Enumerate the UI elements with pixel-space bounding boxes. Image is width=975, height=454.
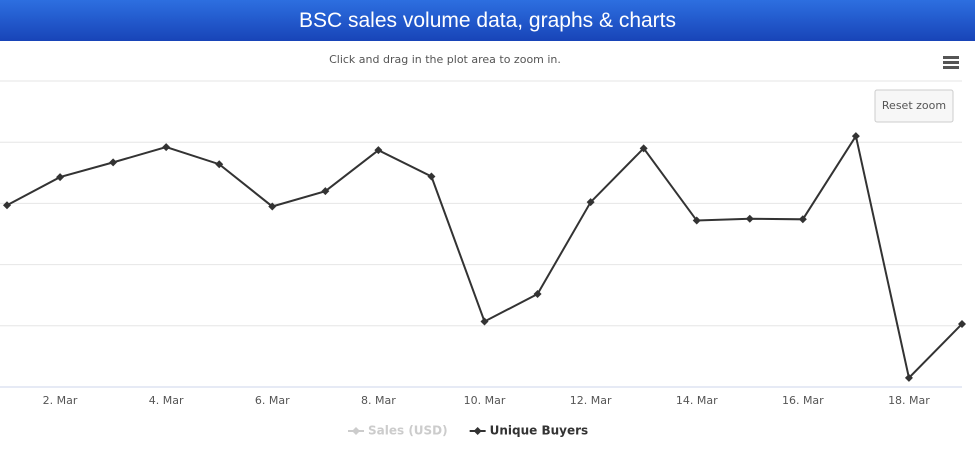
series-line	[6, 133, 963, 380]
chart-subtitle: Click and drag in the plot area to zoom …	[329, 53, 561, 66]
data-point	[639, 144, 648, 153]
menu-button[interactable]	[943, 56, 959, 69]
data-point	[3, 201, 11, 210]
legend-item[interactable]: Unique Buyers	[490, 424, 589, 438]
data-point	[374, 146, 383, 155]
reset-zoom-button[interactable]	[874, 89, 954, 123]
data-point	[904, 373, 913, 382]
x-tick-label: 10. Mar	[464, 394, 506, 407]
data-point	[958, 319, 966, 328]
legend-symbol	[352, 427, 360, 435]
reset-zoom-label: Reset zoom	[882, 99, 946, 112]
menu-bar	[943, 56, 959, 59]
menu-bar	[943, 61, 959, 64]
x-tick-label: 12. Mar	[570, 394, 612, 407]
data-point	[586, 198, 595, 207]
data-point	[109, 158, 118, 167]
data-point	[745, 214, 754, 223]
data-point	[692, 216, 701, 225]
x-tick-label: 4. Mar	[149, 394, 184, 407]
data-point	[533, 289, 542, 298]
data-point	[56, 173, 65, 182]
data-point	[162, 143, 171, 152]
x-tick-label: 16. Mar	[782, 394, 824, 407]
data-point	[427, 172, 436, 181]
x-tick-label: 8. Mar	[361, 394, 396, 407]
menu-bar	[943, 66, 959, 69]
x-tick-label: 14. Mar	[676, 394, 718, 407]
legend-symbol	[473, 427, 482, 435]
chart: Click and drag in the plot area to zoom …	[0, 53, 966, 438]
data-point	[215, 160, 224, 169]
page-title: BSC sales volume data, graphs & charts	[0, 0, 975, 41]
legend-item[interactable]: Sales (USD)	[368, 424, 448, 438]
data-point	[851, 132, 860, 141]
x-tick-label: 6. Mar	[255, 394, 290, 407]
data-point	[321, 187, 330, 196]
data-point	[480, 317, 489, 326]
x-tick-label: 18. Mar	[888, 394, 930, 407]
data-point	[268, 202, 277, 211]
data-point	[798, 215, 807, 224]
x-tick-label: 2. Mar	[43, 394, 78, 407]
